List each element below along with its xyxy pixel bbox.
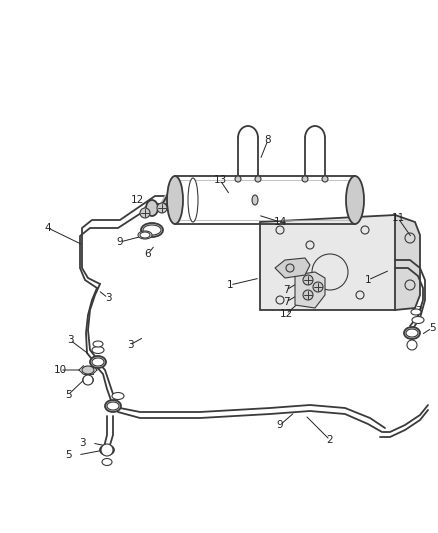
Text: 12: 12 xyxy=(131,195,144,205)
Circle shape xyxy=(140,208,150,218)
Text: 1: 1 xyxy=(365,275,371,285)
Polygon shape xyxy=(295,272,325,308)
Ellipse shape xyxy=(107,402,119,410)
Ellipse shape xyxy=(102,458,112,465)
Text: 9: 9 xyxy=(117,237,124,247)
Text: 9: 9 xyxy=(277,420,283,430)
Ellipse shape xyxy=(141,223,163,237)
Text: 5: 5 xyxy=(65,450,71,460)
Ellipse shape xyxy=(140,232,150,238)
Circle shape xyxy=(303,275,313,285)
Text: 14: 14 xyxy=(273,217,286,227)
Ellipse shape xyxy=(112,392,124,400)
Text: 7: 7 xyxy=(283,285,290,295)
Ellipse shape xyxy=(90,356,106,368)
Text: 1: 1 xyxy=(227,280,233,290)
Ellipse shape xyxy=(412,317,424,324)
Polygon shape xyxy=(275,258,310,278)
Circle shape xyxy=(83,375,93,385)
Ellipse shape xyxy=(411,309,421,315)
Ellipse shape xyxy=(82,366,94,374)
Polygon shape xyxy=(395,215,420,310)
Circle shape xyxy=(235,176,241,182)
Text: 5: 5 xyxy=(429,323,435,333)
Ellipse shape xyxy=(93,341,103,347)
Ellipse shape xyxy=(105,400,121,412)
Ellipse shape xyxy=(146,200,158,216)
Ellipse shape xyxy=(100,445,114,455)
Polygon shape xyxy=(260,215,410,310)
Ellipse shape xyxy=(404,327,420,339)
Text: 6: 6 xyxy=(145,249,151,259)
Text: 3: 3 xyxy=(67,335,73,345)
Text: 4: 4 xyxy=(45,223,51,233)
Text: 12: 12 xyxy=(279,309,293,319)
Text: 2: 2 xyxy=(327,435,333,445)
Circle shape xyxy=(313,282,323,292)
Ellipse shape xyxy=(143,225,161,235)
Text: 3: 3 xyxy=(415,306,421,316)
Ellipse shape xyxy=(188,178,198,222)
Ellipse shape xyxy=(138,231,152,239)
Circle shape xyxy=(286,264,294,272)
Circle shape xyxy=(157,203,167,213)
Text: 3: 3 xyxy=(105,293,111,303)
Text: 7: 7 xyxy=(283,297,290,307)
Ellipse shape xyxy=(252,195,258,205)
Ellipse shape xyxy=(92,358,104,366)
Circle shape xyxy=(101,444,113,456)
Text: 8: 8 xyxy=(265,135,271,145)
Circle shape xyxy=(407,340,417,350)
Text: 10: 10 xyxy=(53,365,67,375)
Text: 11: 11 xyxy=(392,213,405,223)
Text: 5: 5 xyxy=(65,390,71,400)
Circle shape xyxy=(302,176,308,182)
Text: 3: 3 xyxy=(79,438,85,448)
Circle shape xyxy=(303,290,313,300)
Text: 3: 3 xyxy=(127,340,133,350)
Circle shape xyxy=(322,176,328,182)
Ellipse shape xyxy=(83,376,93,384)
Text: 13: 13 xyxy=(213,175,226,185)
Ellipse shape xyxy=(406,329,418,337)
Ellipse shape xyxy=(92,346,104,353)
Ellipse shape xyxy=(346,176,364,224)
Circle shape xyxy=(255,176,261,182)
Ellipse shape xyxy=(167,176,183,224)
